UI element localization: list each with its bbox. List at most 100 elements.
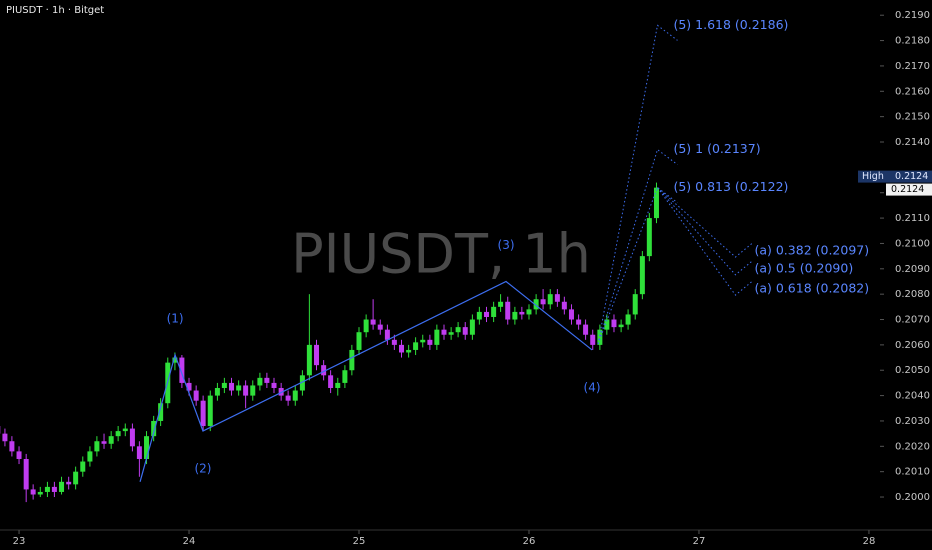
candle-body bbox=[342, 370, 348, 383]
candle-body bbox=[136, 446, 142, 459]
y-tick-label: 0.2030 bbox=[895, 416, 930, 427]
candle-body bbox=[462, 327, 468, 335]
candle-body bbox=[214, 387, 220, 396]
retracement-projection bbox=[657, 187, 753, 276]
candle-body bbox=[455, 327, 461, 333]
y-tick-label: 0.2180 bbox=[895, 36, 930, 47]
candle-body bbox=[314, 344, 320, 366]
candle-body bbox=[363, 319, 369, 333]
candle-body bbox=[370, 319, 376, 325]
candle-body bbox=[590, 334, 596, 345]
candle-body bbox=[321, 365, 327, 376]
candle-body bbox=[583, 324, 589, 335]
candle-body bbox=[73, 471, 79, 485]
y-tick-label: 0.2140 bbox=[895, 137, 930, 148]
candle-body bbox=[441, 329, 447, 335]
candle-body bbox=[639, 256, 645, 295]
candle-body bbox=[604, 319, 610, 330]
candle-body bbox=[349, 349, 355, 371]
wave-label: (1) bbox=[167, 312, 184, 326]
candle-body bbox=[37, 491, 43, 495]
last-price-label: 0.2124 bbox=[891, 184, 924, 195]
header-title: PIUSDT · 1h · Bitget bbox=[6, 5, 104, 16]
candle-body bbox=[448, 332, 454, 335]
candle-body bbox=[554, 294, 560, 302]
candle-body bbox=[44, 486, 50, 492]
candle-body bbox=[151, 420, 157, 437]
y-tick-label: 0.2110 bbox=[895, 213, 930, 224]
candle-body bbox=[285, 395, 291, 401]
candle-body bbox=[179, 357, 185, 383]
candle-body bbox=[264, 377, 270, 383]
candle-body bbox=[377, 324, 383, 330]
candle-body bbox=[653, 187, 659, 219]
candle-body bbox=[2, 433, 8, 442]
x-tick-label: 28 bbox=[863, 536, 876, 547]
candle-body bbox=[547, 294, 553, 305]
retracement-label: (a) 0.382 (0.2097) bbox=[754, 243, 869, 258]
candle-body bbox=[292, 390, 298, 401]
retracement-projection bbox=[657, 187, 753, 296]
candle-body bbox=[561, 301, 567, 310]
candle-body bbox=[299, 375, 305, 391]
candle-body bbox=[278, 387, 284, 396]
candle-body bbox=[200, 400, 206, 427]
candle-body bbox=[306, 344, 312, 376]
candle-body bbox=[236, 385, 242, 391]
candle-body bbox=[172, 357, 178, 363]
candle-body bbox=[122, 428, 128, 432]
retracement-projection bbox=[657, 187, 753, 258]
candle-body bbox=[158, 403, 164, 421]
candle-body bbox=[94, 441, 100, 452]
y-tick-label: 0.2190 bbox=[895, 10, 930, 21]
candle-body bbox=[243, 385, 249, 396]
candle-body bbox=[597, 329, 603, 345]
candle-body bbox=[186, 382, 192, 391]
candle-body bbox=[632, 294, 638, 315]
candle-body bbox=[23, 458, 29, 490]
x-tick-label: 25 bbox=[353, 536, 366, 547]
y-tick-label: 0.2060 bbox=[895, 340, 930, 351]
candle-body bbox=[476, 311, 482, 320]
candle-body bbox=[533, 299, 539, 310]
candle-body bbox=[129, 428, 135, 447]
x-tick-label: 26 bbox=[523, 536, 536, 547]
candle-body bbox=[59, 481, 65, 492]
target-label: (5) 1.618 (0.2186) bbox=[673, 17, 788, 32]
y-tick-label: 0.2010 bbox=[895, 467, 930, 478]
candle-body bbox=[51, 486, 57, 492]
high-label-value: 0.2124 bbox=[895, 171, 928, 182]
candle-body bbox=[505, 301, 511, 320]
candle-body bbox=[483, 311, 489, 317]
y-tick-label: 0.2050 bbox=[895, 365, 930, 376]
candle-body bbox=[335, 382, 341, 388]
candle-body bbox=[498, 301, 504, 307]
candle-body bbox=[229, 382, 235, 391]
wave-label: (3) bbox=[498, 238, 515, 252]
y-tick-label: 0.2150 bbox=[895, 112, 930, 123]
candle-body bbox=[413, 342, 419, 350]
candle-body bbox=[398, 344, 404, 353]
candle-body bbox=[406, 349, 412, 353]
y-tick-label: 0.2170 bbox=[895, 61, 930, 72]
candle-body bbox=[16, 451, 22, 459]
candle-body bbox=[646, 218, 652, 257]
y-tick-label: 0.2000 bbox=[895, 492, 930, 503]
target-projection bbox=[597, 24, 678, 345]
candle-body bbox=[207, 395, 213, 427]
y-tick-label: 0.2040 bbox=[895, 391, 930, 402]
candle-body bbox=[356, 332, 362, 350]
wave-label: (2) bbox=[194, 462, 211, 476]
target-label: (5) 1 (0.2137) bbox=[673, 141, 760, 156]
y-tick-label: 0.2160 bbox=[895, 86, 930, 97]
candle-body bbox=[618, 324, 624, 328]
candle-body bbox=[576, 319, 582, 325]
candle-body bbox=[519, 311, 525, 315]
candle-body bbox=[87, 451, 93, 462]
candle-body bbox=[271, 382, 277, 388]
y-tick-label: 0.2020 bbox=[895, 441, 930, 452]
candle-body bbox=[250, 385, 256, 396]
candle-body bbox=[30, 489, 36, 495]
wave-label: (4) bbox=[584, 380, 601, 394]
